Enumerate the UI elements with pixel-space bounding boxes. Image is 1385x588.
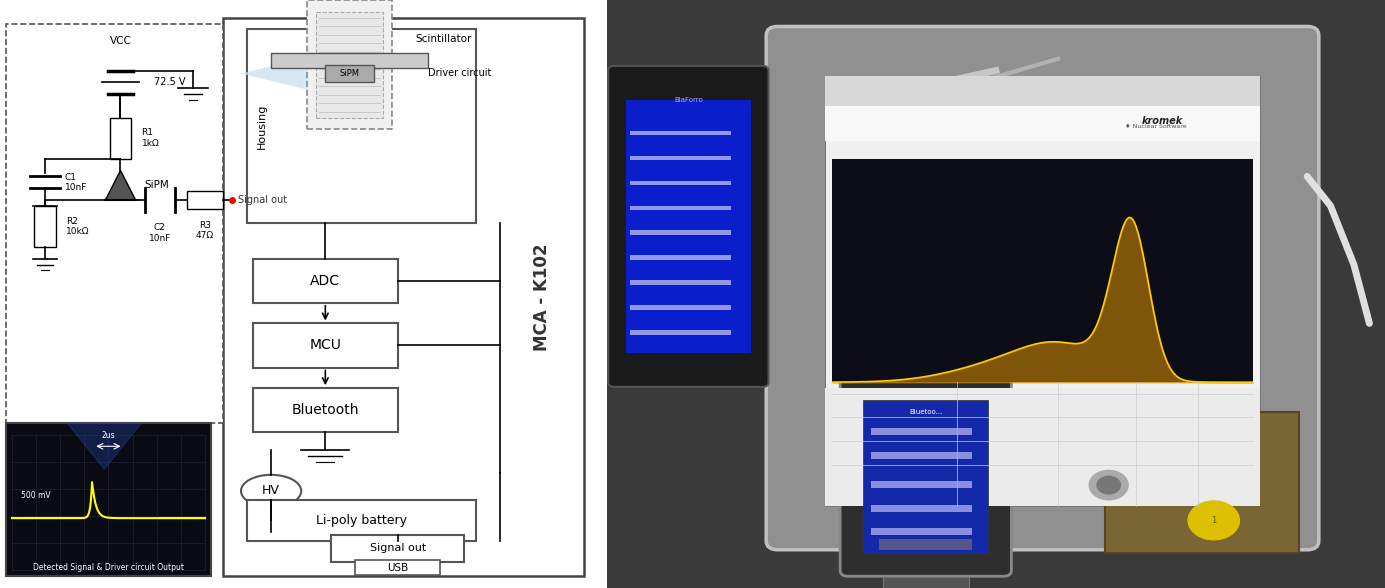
Text: kromek: kromek: [1141, 115, 1183, 126]
Text: Housing: Housing: [258, 103, 267, 149]
Bar: [6, 24, 223, 423]
Bar: [1105, 412, 1299, 553]
Text: R3
47Ω: R3 47Ω: [195, 220, 213, 240]
Text: MCU: MCU: [309, 339, 341, 352]
Text: 72.5 V: 72.5 V: [154, 77, 186, 88]
Bar: [879, 539, 972, 550]
Bar: [630, 131, 731, 135]
Text: 1: 1: [1210, 516, 1216, 525]
Bar: [630, 181, 731, 185]
Circle shape: [1089, 470, 1129, 500]
Bar: [247, 29, 476, 223]
Bar: [253, 323, 397, 368]
Text: ADC: ADC: [310, 274, 341, 288]
Bar: [356, 560, 440, 575]
Text: USB: USB: [386, 563, 409, 573]
Bar: [630, 306, 731, 310]
Bar: [331, 535, 464, 562]
Bar: [871, 452, 972, 459]
Text: Li-poly battery: Li-poly battery: [316, 514, 407, 527]
Polygon shape: [180, 62, 241, 353]
Bar: [630, 155, 731, 160]
Bar: [316, 12, 382, 118]
Bar: [307, 0, 392, 129]
Polygon shape: [68, 423, 141, 469]
Bar: [253, 259, 397, 303]
Bar: [6, 423, 211, 576]
Bar: [884, 365, 968, 394]
Text: C1
10nF: C1 10nF: [65, 173, 87, 192]
Bar: [253, 388, 397, 432]
Bar: [824, 76, 1260, 106]
Bar: [630, 230, 731, 235]
Bar: [630, 205, 731, 211]
Text: Detected Signal & Driver circuit Output: Detected Signal & Driver circuit Output: [33, 563, 184, 572]
FancyBboxPatch shape: [766, 26, 1319, 550]
Polygon shape: [241, 53, 325, 94]
Text: HV: HV: [262, 485, 280, 497]
Bar: [884, 564, 968, 588]
Bar: [630, 255, 731, 260]
Text: 500 mV: 500 mV: [21, 491, 51, 500]
Bar: [824, 388, 1260, 506]
Circle shape: [1097, 476, 1120, 494]
Text: SiPM: SiPM: [144, 180, 169, 191]
Bar: [824, 103, 1260, 141]
Text: Signal out: Signal out: [238, 195, 287, 205]
Text: VCC: VCC: [109, 36, 132, 46]
Text: Driver circuit: Driver circuit: [428, 68, 492, 79]
Bar: [871, 481, 972, 488]
Text: MCA - K102: MCA - K102: [533, 243, 551, 350]
FancyBboxPatch shape: [841, 376, 1011, 576]
Bar: [863, 400, 988, 553]
Polygon shape: [105, 171, 136, 200]
Text: R1
1kΩ: R1 1kΩ: [141, 129, 159, 148]
Text: ♦ Nuclear Software: ♦ Nuclear Software: [1125, 124, 1187, 129]
FancyBboxPatch shape: [608, 66, 769, 387]
Bar: [871, 505, 972, 512]
Bar: [626, 100, 751, 353]
Bar: [187, 191, 223, 209]
Bar: [832, 159, 1252, 382]
Text: Signal out: Signal out: [370, 543, 425, 553]
Bar: [325, 65, 374, 82]
Bar: [871, 428, 972, 435]
Text: BlaForro: BlaForro: [674, 97, 702, 103]
Text: R2
10kΩ: R2 10kΩ: [66, 217, 90, 236]
Ellipse shape: [241, 475, 302, 507]
Bar: [871, 528, 972, 535]
Text: Bluetoo...: Bluetoo...: [909, 409, 942, 415]
Bar: [824, 76, 1260, 506]
Text: C2
10nF: C2 10nF: [148, 223, 170, 243]
Bar: [223, 18, 584, 576]
Text: Scintillator: Scintillator: [416, 34, 472, 44]
Text: SiPM: SiPM: [339, 69, 360, 78]
Bar: [630, 280, 731, 285]
Bar: [109, 118, 132, 159]
Text: 2us: 2us: [101, 431, 115, 440]
Bar: [630, 330, 731, 335]
Circle shape: [1188, 501, 1240, 540]
Bar: [247, 500, 476, 541]
Bar: [35, 206, 55, 247]
Bar: [271, 53, 428, 68]
Text: Bluetooth: Bluetooth: [292, 403, 359, 417]
